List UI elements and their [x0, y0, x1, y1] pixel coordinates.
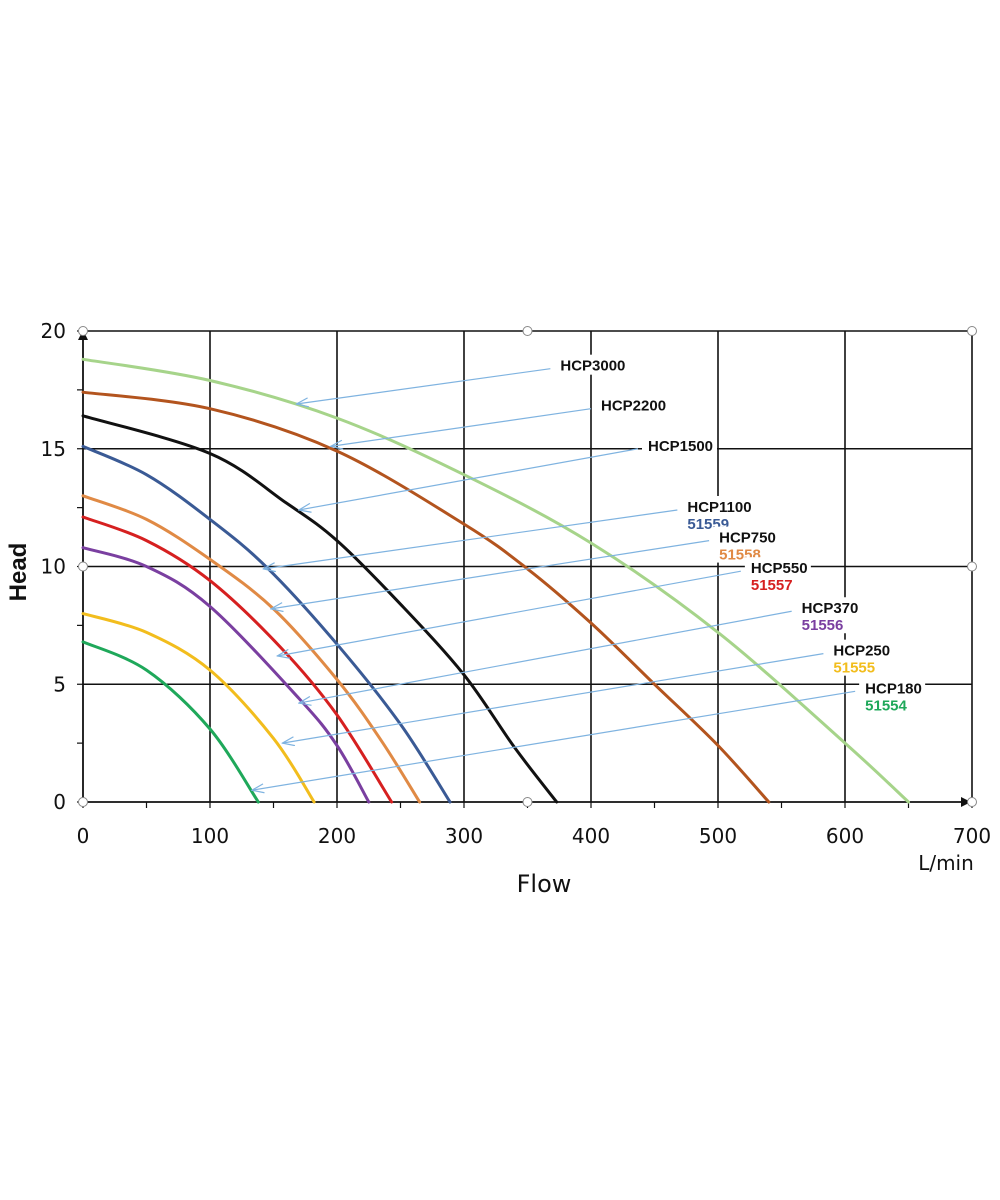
tick-labels: 0 100 200 300 400 500 600 700 0 5 10 15 20 [41, 319, 992, 848]
x-axis-arrow [961, 797, 971, 807]
curve-hcp1100 [81, 444, 452, 804]
label-hcp3000: HCP3000 [560, 358, 625, 375]
frame-handle [967, 797, 977, 807]
x-tick-label-0: 0 [77, 824, 90, 848]
label-bg-hcp2200 [595, 394, 670, 415]
x-axis-unit: L/min [918, 851, 974, 875]
label-bg-hcp250 [827, 639, 894, 676]
frame-handle [78, 561, 88, 572]
pointer-hcp370 [299, 610, 792, 703]
frame-handle [967, 561, 977, 572]
y-tick-label-10: 10 [41, 555, 66, 579]
x-tick-label-100: 100 [191, 824, 229, 848]
pointer-hcp750 [271, 540, 710, 609]
label-hcp370: HCP370 [802, 600, 859, 617]
x-tick-label-400: 400 [572, 824, 610, 848]
code-51557: 51557 [751, 577, 793, 594]
label-hcp180: HCP180 [865, 680, 922, 697]
curve-hcp3000 [81, 357, 910, 804]
y-tick-label-5: 5 [53, 672, 66, 696]
pointer-hcp250 [282, 653, 824, 743]
frame-handle [78, 797, 88, 807]
curve-hcp370 [81, 546, 371, 804]
axes [77, 326, 977, 808]
label-hcp1100: HCP1100 [687, 499, 751, 516]
curve-hcp2200 [81, 390, 771, 804]
frame-handle [967, 326, 977, 336]
x-tick-label-200: 200 [318, 824, 356, 848]
frame-handle [78, 326, 88, 336]
code-51554: 51554 [865, 697, 907, 714]
y-tick-label-0: 0 [53, 790, 66, 814]
label-hcp250: HCP250 [833, 643, 890, 660]
frame-handle [522, 326, 533, 336]
x-tick-label-700: 700 [953, 824, 991, 848]
label-bg-hcp3000 [554, 354, 630, 375]
pointer-hcp1500 [299, 448, 639, 510]
curve-hcp250 [81, 612, 316, 804]
label-bg-hcp1500 [641, 434, 717, 455]
code-51556: 51556 [802, 617, 844, 634]
x-tick-label-300: 300 [445, 824, 483, 848]
pointer-hcp180 [252, 690, 856, 790]
y-axis-title: Head [5, 543, 32, 602]
label-bg-hcp550 [744, 557, 811, 594]
pointer-hcp550 [277, 570, 741, 656]
frame-handle [522, 797, 533, 807]
pointer-hcp1100 [263, 509, 678, 569]
label-bg-hcp750 [713, 526, 780, 563]
label-bg-hcp180 [859, 677, 926, 714]
label-hcp2200: HCP2200 [601, 398, 666, 415]
x-axis-title: Flow [517, 870, 572, 898]
x-tick-label-600: 600 [826, 824, 864, 848]
pointer-hcp2200 [331, 408, 592, 447]
curve-hcp1500 [81, 414, 559, 804]
label-hcp1500: HCP1500 [648, 438, 713, 455]
label-hcp550: HCP550 [751, 560, 808, 577]
grid [83, 330, 973, 802]
label-bg-hcp1100 [681, 495, 757, 532]
y-tick-label-15: 15 [41, 437, 66, 461]
series-labels: HCP3000HCP2200HCP1500HCP110051559HCP7505… [554, 354, 926, 714]
code-51555: 51555 [833, 660, 875, 677]
pointer-hcp3000 [296, 368, 551, 404]
pump-curves [81, 357, 910, 804]
label-pointers [252, 368, 856, 791]
label-bg-hcp370 [795, 597, 862, 634]
y-tick-label-20: 20 [41, 319, 66, 343]
curve-hcp180 [81, 640, 260, 804]
x-tick-label-500: 500 [699, 824, 737, 848]
label-hcp750: HCP750 [719, 530, 776, 547]
